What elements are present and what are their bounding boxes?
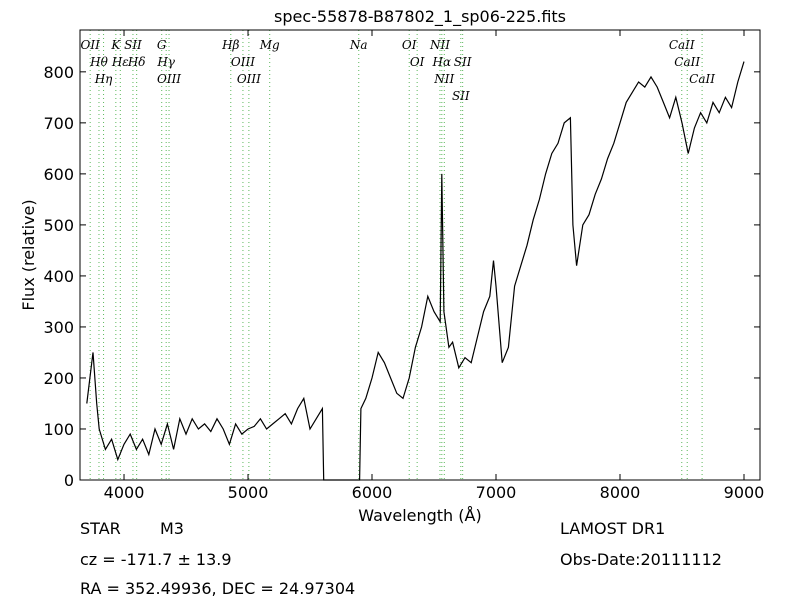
coordinates: RA = 352.49936, DEC = 24.97304 bbox=[80, 579, 355, 598]
spectral-line-label: OII bbox=[81, 38, 101, 52]
spectral-line-label: Hε bbox=[111, 55, 129, 69]
spectral-line-label: OIII bbox=[237, 72, 261, 86]
spectral-line-label: OIII bbox=[231, 55, 255, 69]
y-tick-label: 500 bbox=[43, 216, 74, 235]
y-tick-label: 600 bbox=[43, 165, 74, 184]
spectral-line-label: Mg bbox=[259, 38, 280, 52]
y-axis-label: Flux (relative) bbox=[19, 199, 38, 310]
x-tick-label: 6000 bbox=[352, 483, 393, 502]
x-tick-label: 9000 bbox=[724, 483, 765, 502]
spectral-line-label: Hβ bbox=[221, 38, 239, 52]
spectral-line-label: CaII bbox=[689, 72, 715, 86]
plot-frame bbox=[79, 29, 761, 481]
spectral-line-label: OIII bbox=[157, 72, 181, 86]
redshift: cz = -171.7 ± 13.9 bbox=[80, 550, 232, 569]
y-tick-label: 300 bbox=[43, 318, 74, 337]
y-tick-label: 100 bbox=[43, 420, 74, 439]
spectral-line-label: CaII bbox=[674, 55, 700, 69]
spectral-line-label: Na bbox=[349, 38, 368, 52]
obs-date: Obs-Date:20111112 bbox=[560, 550, 722, 569]
y-tick-label: 200 bbox=[43, 369, 74, 388]
spectral-line-label: SII bbox=[124, 38, 142, 52]
spectral-line-label: Hα bbox=[432, 55, 452, 69]
spectral-line-label: NII bbox=[429, 38, 450, 52]
y-tick-label: 400 bbox=[43, 267, 74, 286]
spectral-line-label: CaII bbox=[669, 38, 695, 52]
spectral-line-label: Hγ bbox=[156, 55, 175, 69]
spectral-line-label: OI bbox=[402, 38, 417, 52]
y-tick-label: 0 bbox=[64, 471, 74, 490]
spectral-line-label: SII bbox=[454, 55, 472, 69]
spectral-line-label: Hδ bbox=[127, 55, 146, 69]
spectrum-line bbox=[86, 61, 745, 481]
spectral-line-label: NII bbox=[433, 72, 454, 86]
chart-title: spec-55878-B87802_1_sp06-225.fits bbox=[274, 7, 566, 27]
x-tick-label: 4000 bbox=[104, 483, 145, 502]
x-tick-label: 5000 bbox=[228, 483, 269, 502]
class: STAR bbox=[80, 519, 121, 538]
spectral-line-label: OI bbox=[410, 55, 425, 69]
spectral-line-label: G bbox=[157, 38, 167, 52]
spectral-line-label: Hθ bbox=[89, 55, 108, 69]
spectral-line-label: K bbox=[110, 38, 121, 52]
x-axis-label: Wavelength (Å) bbox=[358, 506, 481, 525]
x-tick-label: 8000 bbox=[600, 483, 641, 502]
spectral-line-label: SII bbox=[452, 89, 470, 103]
x-tick-label: 7000 bbox=[476, 483, 517, 502]
spectral-line-label: Hη bbox=[94, 72, 113, 86]
y-tick-label: 700 bbox=[43, 114, 74, 133]
y-tick-label: 800 bbox=[43, 63, 74, 82]
survey: LAMOST DR1 bbox=[560, 519, 665, 538]
subclass: M3 bbox=[160, 519, 184, 538]
